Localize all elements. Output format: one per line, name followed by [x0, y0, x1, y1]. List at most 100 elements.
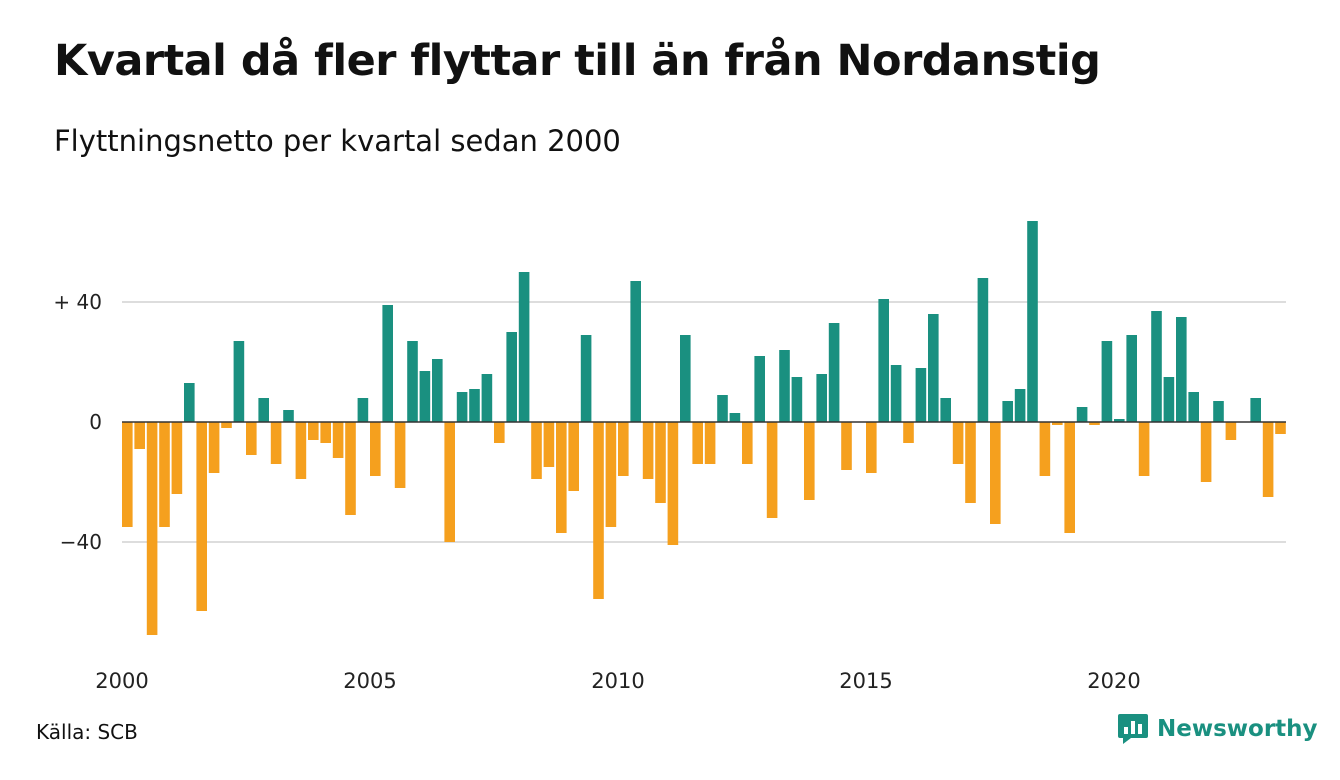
- bar: [729, 413, 741, 422]
- bar: [804, 422, 815, 500]
- bar: [221, 422, 232, 428]
- bar: [593, 422, 604, 599]
- bar: [1002, 401, 1013, 422]
- x-tick-label: 2005: [343, 669, 396, 693]
- bar: [432, 359, 443, 422]
- bar: [828, 323, 840, 422]
- bar: [1114, 419, 1125, 422]
- bar: [952, 422, 964, 464]
- bar: [605, 422, 617, 527]
- bar: [159, 422, 170, 527]
- bar: [556, 422, 567, 533]
- bar: [965, 422, 976, 503]
- bar: [196, 422, 207, 611]
- bar: [531, 422, 542, 479]
- bar: [1225, 422, 1237, 440]
- bar: [357, 398, 369, 422]
- bar: [146, 422, 158, 635]
- x-axis-ticks: 2000 2005 2010 2015 2020: [95, 669, 1140, 693]
- bar: [1076, 407, 1088, 422]
- bar: [1014, 389, 1026, 422]
- bar: [543, 422, 555, 467]
- bar: [642, 422, 654, 479]
- bar: [208, 422, 220, 473]
- bar: [1176, 317, 1187, 422]
- bar: [742, 422, 753, 464]
- bar: [977, 278, 989, 422]
- bar: [816, 374, 827, 422]
- bar: [308, 422, 319, 440]
- bar: [444, 422, 455, 542]
- bar: [122, 422, 133, 527]
- bar: [1126, 335, 1137, 422]
- grid-lines: [122, 301, 1286, 543]
- bar: [1101, 341, 1113, 422]
- bar: [1275, 422, 1286, 434]
- y-tick-label: + 40: [53, 290, 102, 314]
- bar: [320, 422, 331, 443]
- bar: [270, 422, 282, 464]
- bar: [1213, 401, 1224, 422]
- bar: [394, 422, 406, 488]
- bar: [332, 422, 344, 458]
- bar: [1200, 422, 1212, 482]
- bar: [630, 281, 641, 422]
- bar: [1138, 422, 1150, 476]
- bar: [580, 335, 592, 422]
- bar: [1188, 392, 1199, 422]
- bar: [667, 422, 679, 545]
- bar: [1163, 377, 1175, 422]
- bar: [283, 410, 294, 422]
- bar: [915, 368, 927, 422]
- bar: [1027, 221, 1038, 422]
- bar: [704, 422, 716, 464]
- bar: [1151, 311, 1162, 422]
- bar: [1250, 398, 1261, 422]
- bar: [481, 374, 493, 422]
- bar: [456, 392, 468, 422]
- bar: [1039, 422, 1051, 476]
- bar: [258, 398, 269, 422]
- bar: [184, 383, 195, 422]
- bar: [940, 398, 951, 422]
- bars: [122, 221, 1286, 635]
- bar: [791, 377, 803, 422]
- bar: [841, 422, 852, 470]
- bar: [618, 422, 629, 476]
- bar: [407, 341, 418, 422]
- bar: [655, 422, 666, 503]
- bar: [233, 341, 245, 422]
- bar: [469, 389, 480, 422]
- x-tick-label: 2010: [591, 669, 644, 693]
- bar: [990, 422, 1001, 524]
- x-tick-label: 2000: [95, 669, 148, 693]
- source-note: Källa: SCB: [36, 720, 138, 744]
- bar: [717, 395, 728, 422]
- x-tick-label: 2020: [1087, 669, 1140, 693]
- bar: [1262, 422, 1274, 497]
- newsworthy-logo-icon: [1118, 714, 1148, 744]
- bar: [518, 272, 530, 422]
- bar: [506, 332, 517, 422]
- bar: [345, 422, 356, 515]
- y-tick-label: 0: [89, 410, 102, 434]
- bar: [134, 422, 145, 449]
- y-axis-ticks: + 40 0 −40: [53, 290, 102, 554]
- bar: [494, 422, 505, 443]
- chart-subtitle: Flyttningsnetto per kvartal sedan 2000: [54, 124, 621, 158]
- bar: [866, 422, 877, 473]
- bar: [419, 371, 431, 422]
- chart-title: Kvartal då fler flyttar till än från Nor…: [54, 36, 1101, 86]
- brand: Newsworthy: [1117, 712, 1318, 746]
- y-tick-label: −40: [60, 530, 102, 554]
- bar: [370, 422, 381, 476]
- bar: [779, 350, 790, 422]
- bar: [680, 335, 691, 422]
- bar: [1089, 422, 1100, 425]
- bar: [382, 305, 393, 422]
- bar: [1052, 422, 1063, 425]
- bar: [903, 422, 914, 443]
- bar: [890, 365, 902, 422]
- bar: [568, 422, 579, 491]
